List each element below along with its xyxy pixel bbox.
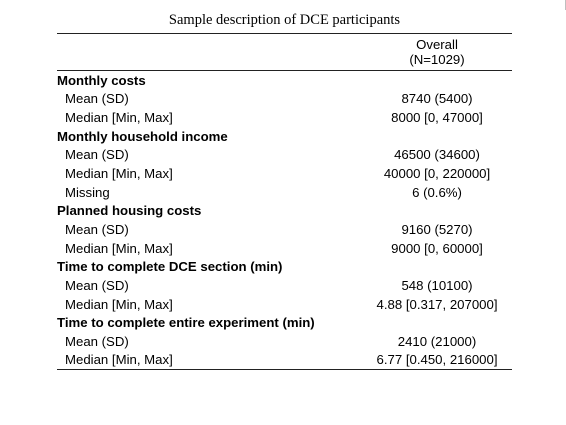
section-row: Time to complete DCE section (min) <box>57 257 512 276</box>
row-value: 9160 (5270) <box>401 221 473 237</box>
section-row: Monthly household income <box>57 127 512 146</box>
section-title: Time to complete entire experiment (min) <box>57 315 315 331</box>
section-row: Planned housing costs <box>57 201 512 220</box>
column-header-overall: Overall (N=1029) <box>362 33 512 71</box>
row-label: Median [Min, Max] <box>65 166 173 182</box>
row-value: 8000 [0, 47000] <box>391 110 483 126</box>
row-value: 6 (0.6%) <box>412 184 462 200</box>
row-label: Median [Min, Max] <box>65 296 173 312</box>
row-label: Missing <box>65 184 110 200</box>
table-header-row: Overall (N=1029) <box>57 33 512 71</box>
row-value: 2410 (21000) <box>397 333 477 349</box>
row-value: 46500 (34600) <box>394 147 480 163</box>
section-value-empty <box>362 313 512 332</box>
row-label: Mean (SD) <box>65 147 129 163</box>
table-row: Median [Min, Max] 6.77 [0.450, 216000] <box>57 350 512 371</box>
row-label: Mean (SD) <box>65 277 129 293</box>
row-label: Mean (SD) <box>65 333 129 349</box>
row-label: Mean (SD) <box>65 221 129 237</box>
section-value-empty <box>362 71 512 90</box>
stub-header <box>57 33 362 71</box>
table-row: Mean (SD) 46500 (34600) <box>57 146 512 165</box>
table-row: Mean (SD) 8740 (5400) <box>57 90 512 109</box>
table-row: Mean (SD) 548 (10100) <box>57 276 512 295</box>
table-row: Median [Min, Max] 40000 [0, 220000] <box>57 164 512 183</box>
row-value: 9000 [0, 60000] <box>391 240 483 256</box>
column-header-n: (N=1029) <box>409 52 465 67</box>
row-value: 6.77 [0.450, 216000] <box>362 350 512 371</box>
table-row: Mean (SD) 9160 (5270) <box>57 220 512 239</box>
table-row: Missing 6 (0.6%) <box>57 183 512 202</box>
section-value-empty <box>362 201 512 220</box>
table-body: Monthly costs Mean (SD) 8740 (5400) Median … <box>57 71 512 371</box>
row-label: Median [Min, Max] <box>65 240 173 256</box>
summary-table: Overall (N=1029) Monthly costs Mean (SD) 8… <box>57 33 512 371</box>
section-row: Monthly costs <box>57 71 512 90</box>
section-row: Time to complete entire experiment (min) <box>57 313 512 332</box>
section-title: Monthly household income <box>57 128 228 144</box>
row-label: Median [Min, Max] <box>57 350 362 371</box>
section-title: Planned housing costs <box>57 203 202 219</box>
table-caption: Sample description of DCE participants <box>168 12 401 28</box>
row-label: Median [Min, Max] <box>65 110 173 126</box>
section-value-empty <box>362 257 512 276</box>
table-row: Median [Min, Max] 4.88 [0.317, 207000] <box>57 295 512 314</box>
column-header-label: Overall <box>416 37 458 52</box>
row-value: 548 (10100) <box>401 277 473 293</box>
section-value-empty <box>362 127 512 146</box>
row-value: 4.88 [0.317, 207000] <box>376 296 498 312</box>
table-row: Median [Min, Max] 9000 [0, 60000] <box>57 239 512 258</box>
row-value: 8740 (5400) <box>401 91 473 107</box>
section-title: Monthly costs <box>57 72 146 88</box>
section-title: Time to complete DCE section (min) <box>57 259 283 275</box>
row-value: 40000 [0, 220000] <box>383 166 491 182</box>
table-row: Median [Min, Max] 8000 [0, 47000] <box>57 108 512 127</box>
table-row: Mean (SD) 2410 (21000) <box>57 332 512 351</box>
row-label: Mean (SD) <box>65 91 129 107</box>
